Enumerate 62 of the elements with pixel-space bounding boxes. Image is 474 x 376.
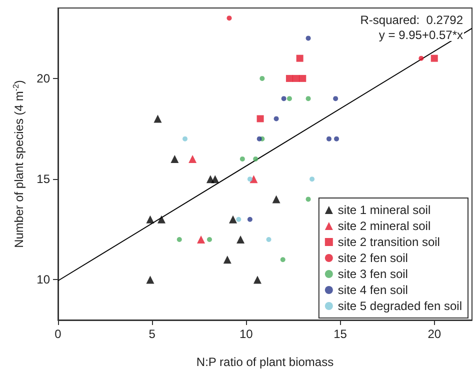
legend-label: site 4 fen soil [338,283,408,297]
point [310,176,315,182]
y-tick-label: 10 [36,272,50,287]
point [334,136,340,142]
point [211,175,220,184]
annotation: y = 9.95+0.57*x [378,28,463,42]
point [229,215,238,224]
point [306,196,311,202]
legend-label: site 2 fen soil [338,251,408,265]
point [296,54,304,62]
annotation: R-squared: 0.2792 [360,13,464,27]
point [158,215,166,224]
point [333,96,338,102]
x-tick-label: 20 [428,327,442,341]
point [247,176,252,182]
point [223,256,232,264]
y-tick-label: 15 [36,172,50,186]
point [286,74,293,82]
y-tick-label: 20 [36,71,50,86]
x-tick-label: 15 [334,327,348,341]
point [299,74,306,82]
point [188,154,197,163]
point [170,154,179,163]
y-axis-title: Number of plant species (4 m-2) [12,80,26,248]
point [272,195,280,204]
point [430,54,438,62]
x-tick-label: 10 [240,327,254,341]
point [286,96,292,102]
point [226,16,232,21]
point [256,136,262,142]
point [266,236,272,242]
point [280,257,286,262]
point [253,276,262,284]
x-axis-title: N:P ratio of plant biomass [196,355,334,369]
point [154,114,162,123]
legend-label: site 1 mineral soil [338,203,431,217]
point [292,74,300,82]
point [256,115,264,122]
point [326,136,332,142]
point [274,116,279,122]
point [176,236,182,242]
legend-label: site 2 mineral soil [338,219,431,233]
point [182,136,188,142]
point [253,156,258,162]
x-tick-label: 0 [54,327,62,341]
point [306,36,311,41]
point [260,76,265,81]
point [247,216,252,222]
point [197,235,206,244]
point [306,96,311,102]
point [146,215,154,224]
legend-label: site 3 fen soil [338,267,408,281]
legend-label: site 5 degraded fen soil [338,299,462,313]
point [240,156,245,162]
point [236,235,245,244]
point [418,56,424,61]
point [206,236,212,242]
x-tick-label: 5 [148,327,156,341]
point [146,276,154,284]
point [236,216,242,222]
point [281,96,286,102]
legend-label: site 2 transition soil [338,235,440,249]
